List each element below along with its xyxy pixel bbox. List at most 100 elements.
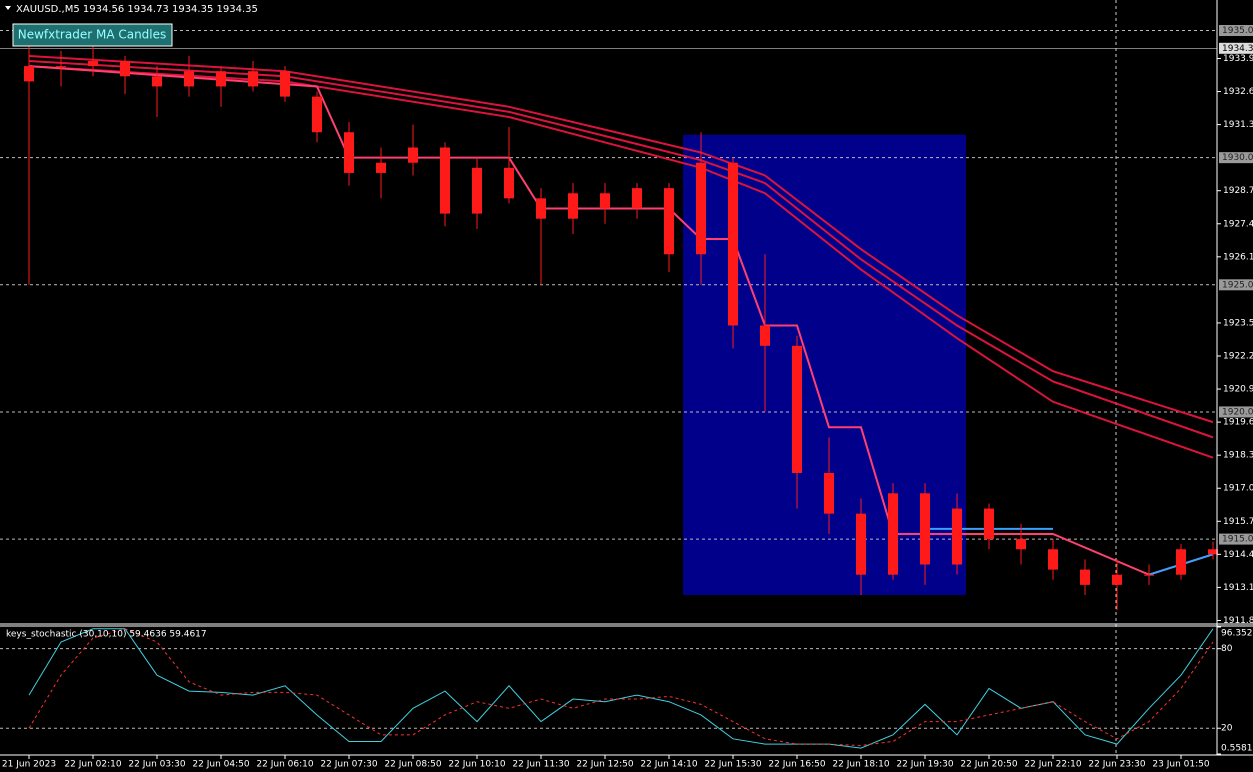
candle-body: [1208, 549, 1218, 555]
moving-average: [28, 65, 1214, 459]
candle-body: [408, 147, 418, 163]
candle-body: [216, 71, 226, 87]
candle-body: [888, 493, 898, 575]
level-label-box: [1219, 25, 1253, 37]
y-tick-label: 1923.5: [1223, 318, 1253, 328]
moving-average: [28, 54, 1214, 424]
menu-arrow[interactable]: [5, 6, 11, 10]
candle-body: [536, 198, 546, 219]
y-tick-label: 1919.6: [1223, 418, 1253, 428]
candle-body: [696, 162, 706, 255]
candle-body: [152, 76, 162, 87]
x-tick-label: 22 Jun 22:10: [1024, 760, 1081, 770]
x-tick-label: 22 Jun 23:30: [1088, 760, 1145, 770]
y-tick-label: 1933.9: [1223, 54, 1253, 64]
candle-body: [952, 508, 962, 565]
candle-body: [1080, 569, 1090, 585]
moving-average: [28, 65, 1214, 576]
price-label-box: [1219, 42, 1253, 54]
candle-body: [792, 345, 802, 473]
x-tick-label: 22 Jun 07:30: [320, 760, 377, 770]
candle-body: [856, 513, 866, 575]
x-tick-label: 22 Jun 11:30: [512, 760, 569, 770]
x-tick-label: 22 Jun 14:10: [640, 760, 697, 770]
y-tick-label: 96.3527: [1221, 629, 1253, 639]
candle-body: [984, 508, 994, 540]
candle-body: [1048, 549, 1058, 570]
stochastic-line: [28, 628, 1214, 749]
y-tick-label: 1932.6: [1223, 87, 1253, 97]
candle-body: [504, 167, 514, 199]
price-label: 1934.3: [1222, 44, 1253, 54]
y-tick-label: 1914.4: [1223, 550, 1253, 560]
candle-body: [280, 71, 290, 97]
level-label: 1935.0: [1222, 26, 1253, 36]
candle-body: [568, 193, 578, 219]
x-tick-label: 22 Jun 12:50: [576, 760, 633, 770]
x-tick-label: 22 Jun 20:50: [960, 760, 1017, 770]
candle-body: [920, 493, 930, 565]
candle-body: [1112, 574, 1122, 585]
level-label-box: [1219, 406, 1253, 418]
x-tick-label: 22 Jun 10:10: [448, 760, 505, 770]
level-label: 1930.0: [1222, 153, 1253, 163]
y-tick-label: 1915.7: [1223, 517, 1253, 527]
y-tick-label: 1918.3: [1223, 451, 1253, 461]
candle-body: [248, 71, 258, 87]
x-tick-label: 22 Jun 15:30: [704, 760, 761, 770]
x-tick-label: 22 Jun 18:10: [832, 760, 889, 770]
level-label: 1925.0: [1222, 280, 1253, 290]
candle-body: [728, 162, 738, 326]
candle-body: [600, 193, 610, 209]
y-tick-label: 0.5581: [1221, 744, 1253, 754]
y-tick-label: 1913.1: [1223, 583, 1253, 593]
candle-body: [184, 71, 194, 87]
symbol-header: XAUUSD.,M5 1934.56 1934.73 1934.35 1934.…: [16, 4, 258, 15]
candle-body: [344, 132, 354, 173]
level-label-box: [1219, 279, 1253, 291]
moving-average: [28, 60, 1214, 439]
x-tick-label: 23 Jun 01:50: [1152, 760, 1209, 770]
indicator-button[interactable]: [12, 23, 173, 47]
candle-body: [632, 188, 642, 209]
candle-body: [440, 147, 450, 214]
candle-body: [376, 162, 386, 173]
level-label-box: [1219, 533, 1253, 545]
candle-body: [472, 167, 482, 214]
y-tick-label: 80: [1221, 644, 1233, 654]
y-tick-label: 20: [1221, 724, 1233, 734]
candle-body: [760, 325, 770, 346]
y-tick-label: 1928.7: [1223, 186, 1253, 196]
indicator-plot: 96.3527 80 20 0.5581: [0, 626, 1253, 755]
indicator-title: keys_stochastic (30,10,10) 59.4636 59.46…: [6, 630, 207, 640]
y-tick-label: 1926.1: [1223, 252, 1253, 262]
x-tick-label: 22 Jun 02:10: [64, 760, 121, 770]
candle-body: [24, 66, 34, 82]
y-tick-label: 1917.0: [1223, 484, 1253, 494]
candle-body: [1016, 539, 1026, 550]
y-tick-label: 1922.2: [1223, 352, 1253, 362]
y-tick-label: 1911.8: [1223, 616, 1253, 626]
x-tick-label: 22 Jun 08:50: [384, 760, 441, 770]
x-tick-label: 21 Jun 2023: [2, 760, 56, 770]
x-tick-label: 22 Jun 03:30: [128, 760, 185, 770]
x-tick-label: 22 Jun 16:50: [768, 760, 825, 770]
candle-body: [56, 66, 66, 68]
level-label: 1915.0: [1222, 535, 1253, 545]
level-label-box: [1219, 152, 1253, 164]
level-label: 1920.0: [1222, 407, 1253, 417]
x-tick-label: 22 Jun 19:30: [896, 760, 953, 770]
y-tick-label: 1927.4: [1223, 219, 1253, 229]
indicator-label[interactable]: Newfxtrader MA Candles: [18, 28, 167, 42]
candle-body: [824, 472, 834, 514]
candle-body: [664, 188, 674, 255]
candle-body: [88, 61, 98, 67]
x-tick-label: 22 Jun 06:10: [256, 760, 313, 770]
candle-body: [1176, 549, 1186, 575]
main-plot: 1935.0 1930.0 1925.0 1920.0 1915.0 1934.31933…: [0, 25, 1253, 770]
y-tick-label: 1931.3: [1223, 120, 1253, 130]
candle-body: [120, 61, 130, 77]
x-tick-label: 22 Jun 04:50: [192, 760, 249, 770]
